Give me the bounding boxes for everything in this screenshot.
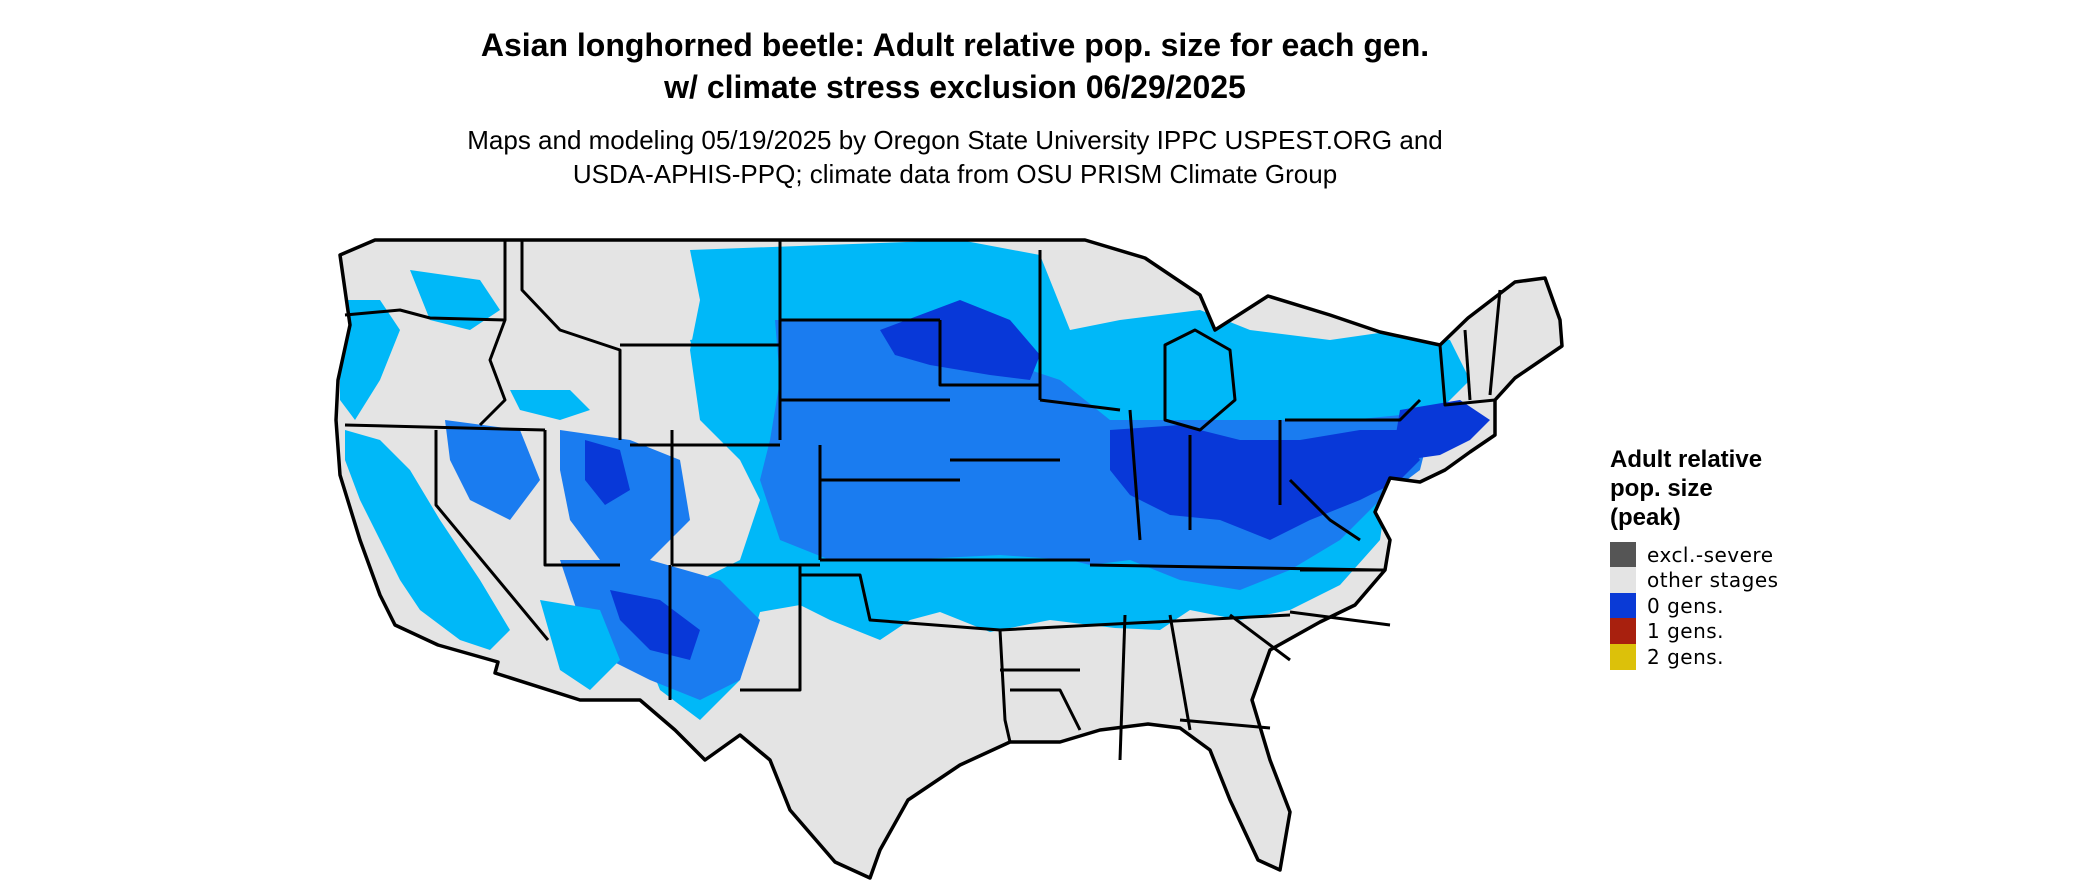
- legend-swatch-other-stages: [1610, 567, 1636, 594]
- legend-title-line-1: Adult relative: [1610, 446, 1763, 473]
- region-blue-utah-nevada: [445, 420, 540, 520]
- map-title-line-1: Asian longhorned beetle: Adult relative …: [480, 27, 1430, 63]
- map-title-line-2: w/ climate stress exclusion 06/29/2025: [664, 69, 1246, 105]
- region-dark-blue-rockies: [585, 440, 630, 505]
- region-light-blue-idaho: [510, 390, 590, 420]
- legend-title-line-2: pop. size: [1610, 475, 1713, 502]
- map-subtitle-line-2: USDA-APHIS-PPQ; climate data from OSU PR…: [572, 159, 1338, 189]
- legend-item-excl-severe: excl.-severe: [1610, 541, 1890, 568]
- region-blue-california: [345, 430, 510, 650]
- legend-title: Adult relative pop. size (peak): [1610, 445, 1890, 532]
- legend-label-excl-severe: excl.-severe: [1647, 542, 1774, 567]
- map-subtitle-line-1: Maps and modeling 05/19/2025 by Oregon S…: [467, 125, 1443, 155]
- legend-item-2-gens: 2 gens.: [1610, 643, 1890, 670]
- region-light-blue-arizona: [540, 600, 620, 690]
- legend-label-0-gens: 0 gens.: [1647, 593, 1725, 618]
- legend-item-1-gens: 1 gens.: [1610, 618, 1890, 645]
- region-light-blue-wyoming: [690, 330, 780, 420]
- legend-swatch-excl-severe: [1610, 541, 1636, 568]
- us-outline: [334, 238, 1564, 880]
- legend-label-2-gens: 2 gens.: [1647, 644, 1725, 669]
- map-subtitle: Maps and modeling 05/19/2025 by Oregon S…: [0, 123, 1910, 191]
- region-dark-blue-arizona-rim: [610, 590, 700, 660]
- legend-label-other-stages: other stages: [1647, 568, 1779, 593]
- legend-title-line-3: (peak): [1610, 504, 1681, 531]
- legend-swatch-0-gens: [1610, 592, 1636, 619]
- legend-item-other-stages: other stages: [1610, 567, 1890, 594]
- legend-swatch-1-gens: [1610, 618, 1636, 645]
- region-light-blue-washington: [410, 270, 500, 330]
- state-borders: [344, 240, 1502, 761]
- region-light-blue-oregon: [340, 300, 400, 420]
- region-dark-blue-northeast: [1395, 400, 1490, 460]
- legend: Adult relative pop. size (peak) excl.-se…: [1610, 445, 1890, 670]
- legend-item-0-gens: 0 gens.: [1610, 592, 1890, 619]
- region-dark-blue-ohio-valley: [1110, 425, 1420, 540]
- map-title: Asian longhorned beetle: Adult relative …: [0, 24, 1910, 108]
- legend-swatch-2-gens: [1610, 643, 1636, 670]
- legend-label-1-gens: 1 gens.: [1647, 619, 1725, 644]
